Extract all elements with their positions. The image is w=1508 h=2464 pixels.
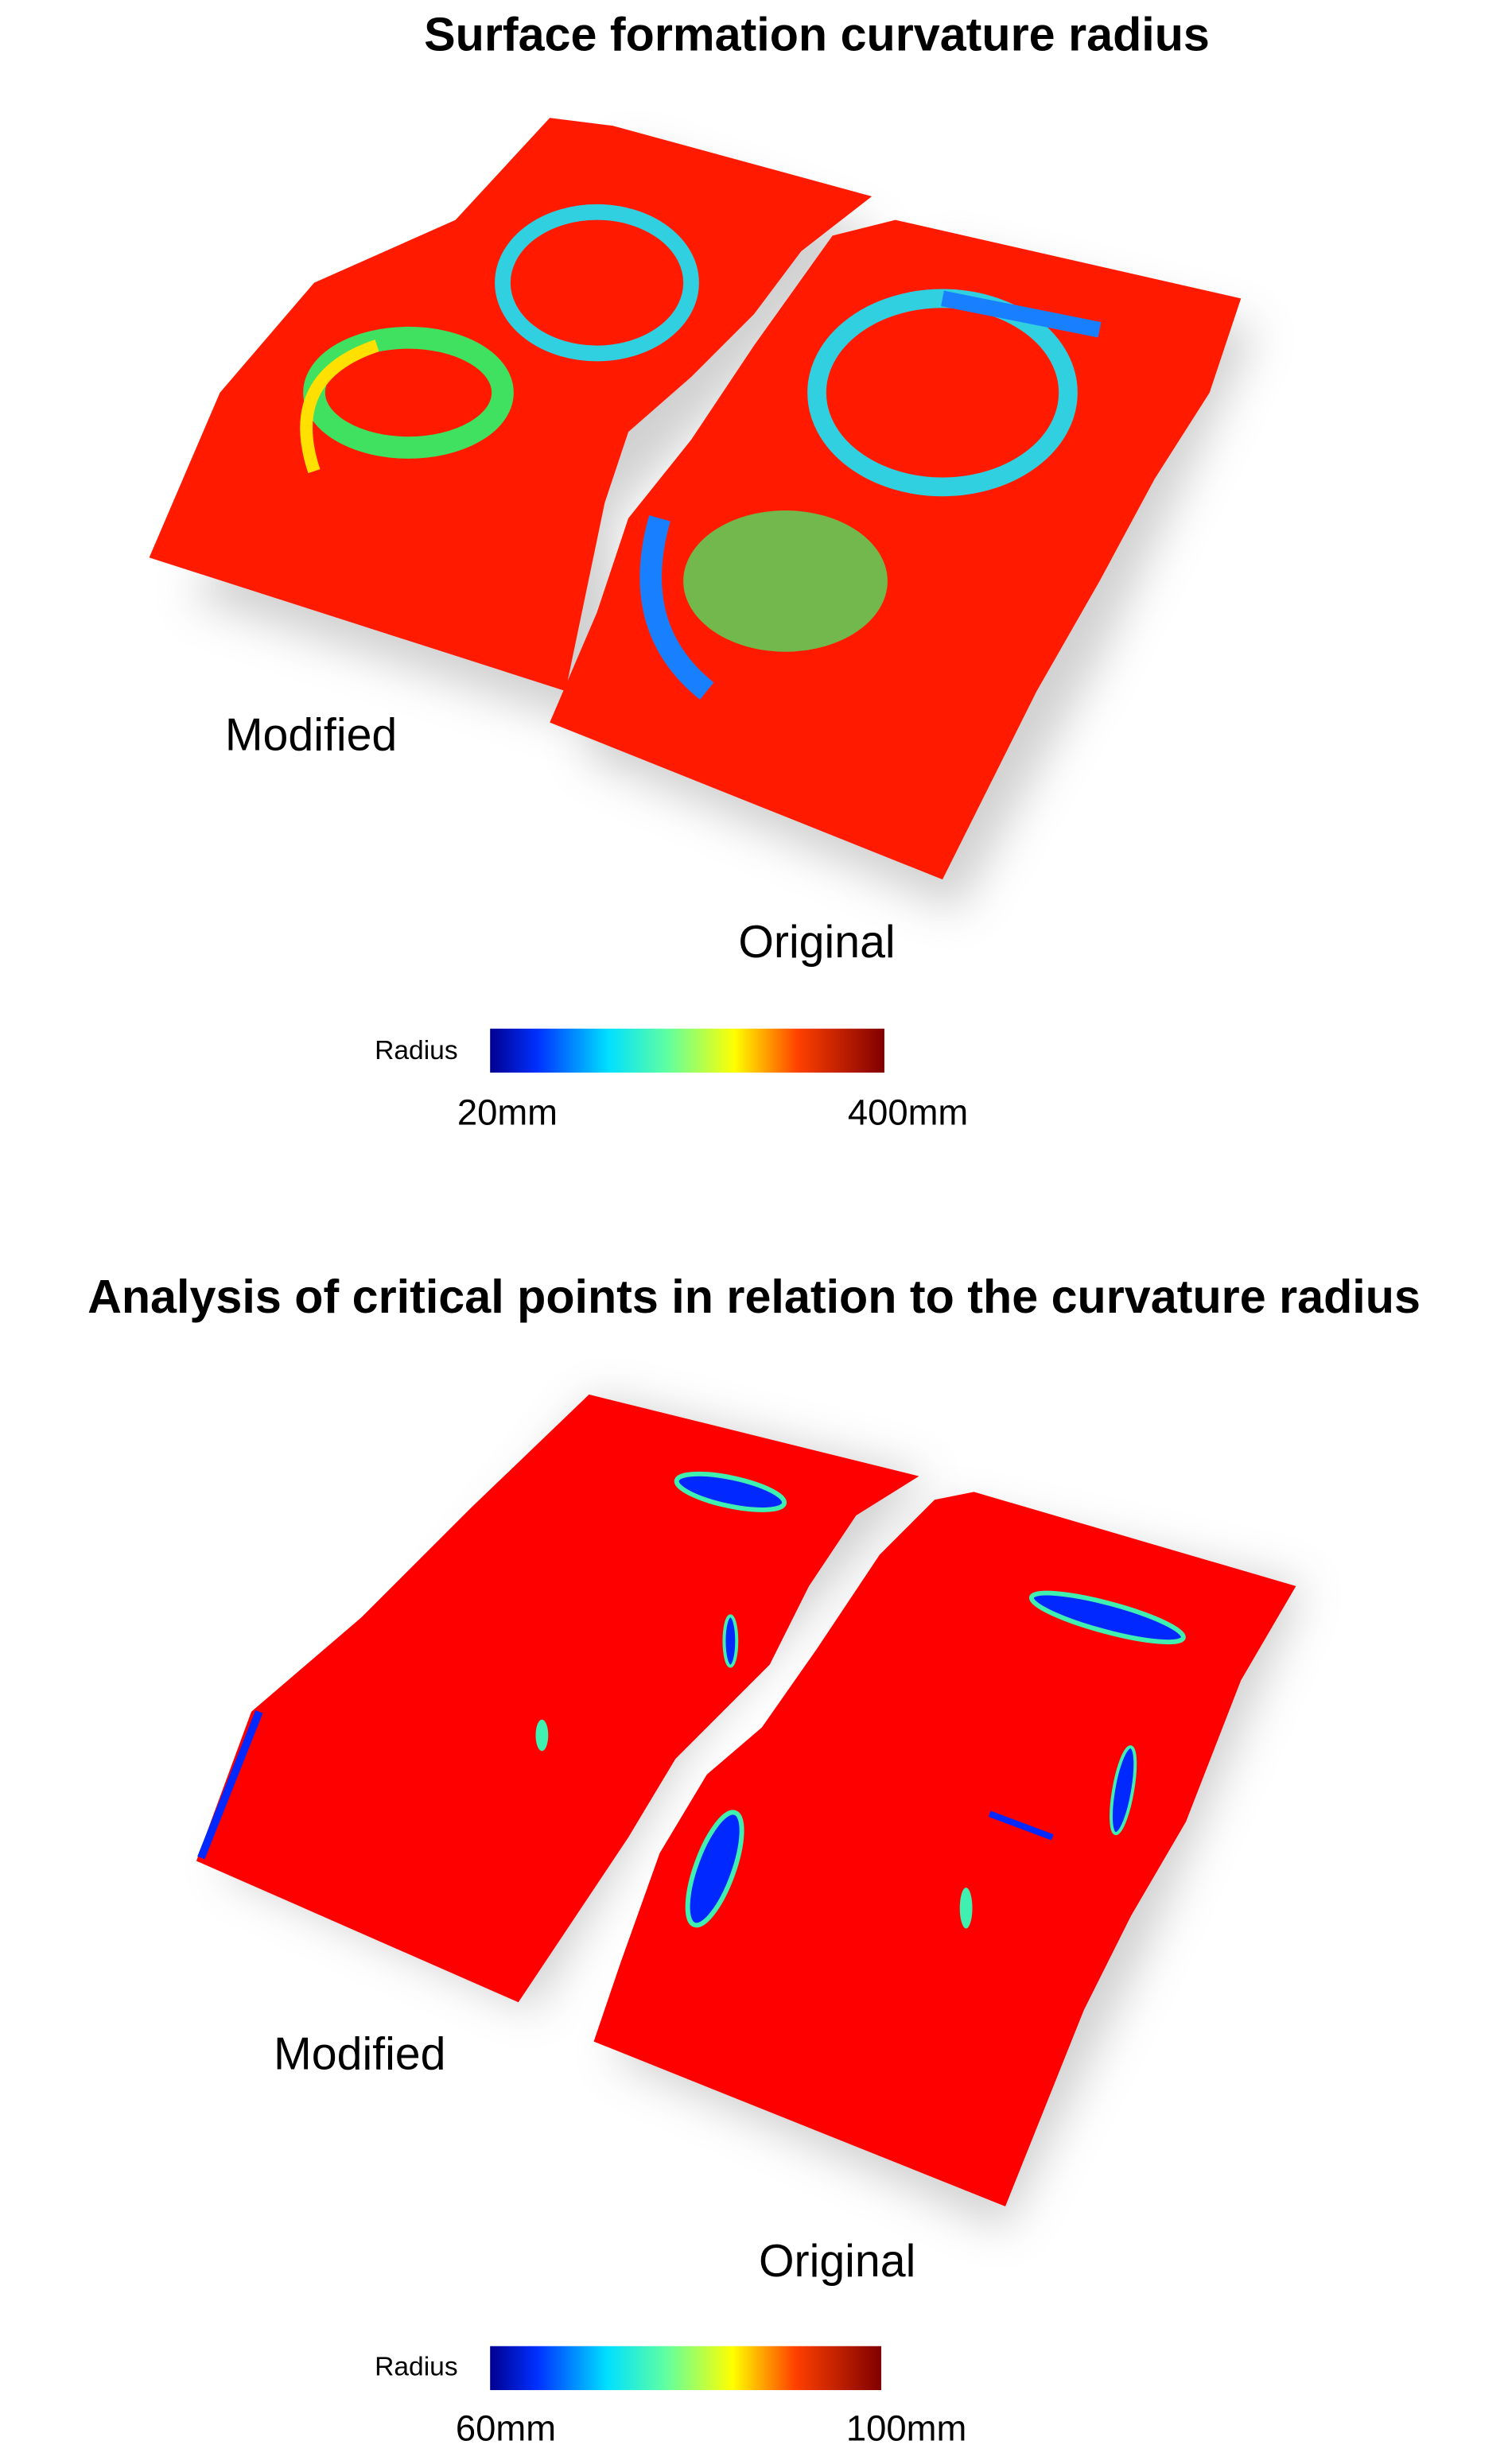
legend-label: Radius: [375, 1036, 457, 1065]
panel-title: Analysis of critical points in relation …: [87, 1270, 1421, 1323]
surface-label: Modified: [274, 2028, 445, 2079]
colorbar: [490, 1028, 884, 1073]
colorbar: [490, 2346, 881, 2391]
colorbar-min: 20mm: [457, 1092, 558, 1132]
legend-label: Radius: [375, 2352, 457, 2381]
surface-label: Modified: [225, 709, 397, 760]
colorbar-max: 400mm: [848, 1092, 968, 1132]
surface-label: Original: [759, 2236, 915, 2287]
panel-title: Surface formation curvature radius: [424, 7, 1210, 60]
surface-render: [196, 1394, 1304, 2230]
colorbar-min: 60mm: [456, 2408, 556, 2448]
surface-render: [149, 118, 1257, 911]
surface-label: Original: [738, 917, 895, 968]
colorbar-max: 100mm: [846, 2408, 966, 2448]
